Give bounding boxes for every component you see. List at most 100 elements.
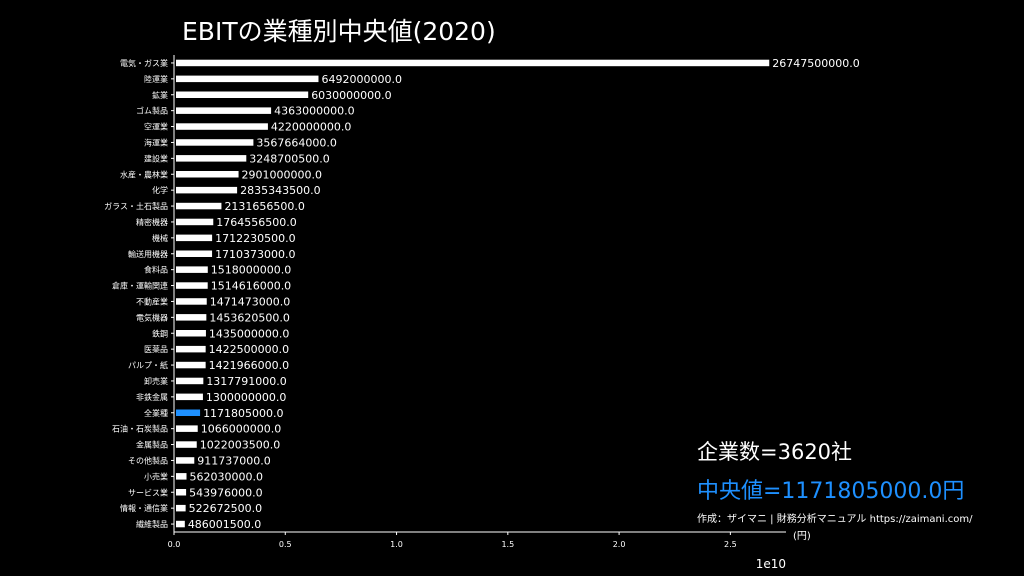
x-tick-label: 1.0 bbox=[390, 540, 403, 549]
value-label: 6030000000.0 bbox=[311, 89, 391, 102]
value-label: 2835343500.0 bbox=[240, 184, 320, 197]
bar bbox=[176, 107, 272, 114]
category-label: 輸送用機器 bbox=[128, 249, 168, 259]
x-tick-label: 0.5 bbox=[279, 540, 292, 549]
value-label: 1317791000.0 bbox=[206, 375, 286, 388]
bar bbox=[176, 377, 204, 385]
bar bbox=[176, 155, 247, 162]
value-label: 911737000.0 bbox=[197, 454, 270, 467]
value-label: 4220000000.0 bbox=[271, 121, 351, 134]
x-tick-label: 1.5 bbox=[501, 540, 514, 549]
company-count: 企業数=3620社 bbox=[697, 440, 853, 464]
bar bbox=[176, 457, 195, 464]
bar bbox=[176, 91, 309, 98]
value-label: 1518000000.0 bbox=[211, 264, 291, 277]
category-label: 繊維製品 bbox=[136, 519, 168, 529]
value-label: 522672500.0 bbox=[189, 502, 262, 515]
category-label: 精密機器 bbox=[136, 217, 168, 227]
category-label: 水産・農林業 bbox=[120, 169, 168, 179]
credit-text: 作成：ザイマニ | 財務分析マニュアル https://zaimani.com/ bbox=[697, 514, 973, 525]
category-label: 建設業 bbox=[144, 153, 168, 163]
category-label: 空運業 bbox=[144, 122, 168, 132]
bar bbox=[176, 409, 201, 416]
value-label: 3567664000.0 bbox=[256, 136, 336, 149]
category-label: 非鉄金属 bbox=[136, 392, 168, 402]
value-label: 1300000000.0 bbox=[206, 391, 286, 404]
bar bbox=[176, 282, 208, 289]
bar bbox=[176, 234, 213, 242]
value-label: 1710373000.0 bbox=[215, 248, 295, 261]
bar bbox=[176, 425, 198, 432]
bar bbox=[176, 441, 197, 448]
x-tick-label: 2.5 bbox=[724, 540, 737, 549]
category-label: パルプ・紙 bbox=[128, 360, 168, 370]
bar bbox=[176, 298, 207, 305]
value-label: 562030000.0 bbox=[190, 470, 263, 483]
value-label: 1421966000.0 bbox=[209, 359, 289, 372]
median-value: 中央値=1171805000.0円 bbox=[697, 479, 965, 504]
category-label: 鉄鋼 bbox=[152, 328, 168, 338]
x-scale-label: 1e10 bbox=[756, 557, 786, 571]
value-label: 1022003500.0 bbox=[200, 439, 280, 452]
bar bbox=[176, 489, 187, 496]
bar bbox=[176, 330, 206, 337]
value-label: 543976000.0 bbox=[189, 486, 262, 499]
bar bbox=[176, 314, 207, 321]
category-label: 陸運業 bbox=[144, 74, 168, 84]
value-label: 2131656500.0 bbox=[224, 200, 304, 213]
category-label: 鉱業 bbox=[152, 90, 168, 100]
bar bbox=[176, 345, 206, 353]
value-label: 1514616000.0 bbox=[211, 280, 291, 293]
x-tick-label: 0.0 bbox=[168, 540, 181, 549]
bar bbox=[176, 520, 185, 528]
category-label: 化学 bbox=[152, 185, 168, 195]
bar bbox=[176, 218, 214, 226]
category-label: 食料品 bbox=[144, 265, 168, 275]
category-label: 海運業 bbox=[144, 137, 168, 147]
category-label: サービス業 bbox=[128, 487, 168, 497]
category-label: 電気・ガス業 bbox=[120, 58, 168, 68]
bar bbox=[176, 250, 213, 257]
value-label: 1171805000.0 bbox=[203, 407, 283, 420]
value-label: 3248700500.0 bbox=[249, 152, 329, 165]
unit-label: (円) bbox=[793, 531, 811, 542]
category-label: 医薬品 bbox=[144, 344, 168, 354]
value-label: 1422500000.0 bbox=[209, 343, 289, 356]
bar bbox=[176, 361, 206, 369]
category-label: 卸売業 bbox=[144, 376, 168, 386]
category-label: 全業種 bbox=[144, 408, 168, 418]
bar bbox=[176, 59, 770, 67]
category-label: 機械 bbox=[152, 233, 168, 243]
bar bbox=[176, 123, 268, 130]
x-tick-label: 2.0 bbox=[613, 540, 626, 549]
value-label: 4363000000.0 bbox=[274, 105, 354, 118]
bar bbox=[176, 202, 222, 210]
bar bbox=[176, 473, 187, 480]
category-label: 電気機器 bbox=[136, 312, 168, 322]
category-label: 金属製品 bbox=[136, 440, 168, 450]
bar bbox=[176, 186, 238, 194]
value-label: 1712230500.0 bbox=[215, 232, 295, 245]
bar bbox=[176, 266, 208, 273]
bar bbox=[176, 139, 254, 146]
bar bbox=[176, 75, 319, 83]
value-label: 1471473000.0 bbox=[210, 295, 290, 308]
chart-title: EBITの業種別中央値(2020) bbox=[182, 17, 496, 46]
value-label: 1764556500.0 bbox=[216, 216, 296, 229]
bar bbox=[176, 171, 239, 178]
bar bbox=[176, 393, 203, 401]
category-label: 不動産業 bbox=[136, 296, 168, 306]
value-label: 6492000000.0 bbox=[321, 73, 401, 86]
value-label: 26747500000.0 bbox=[772, 57, 859, 70]
value-label: 1066000000.0 bbox=[201, 423, 281, 436]
value-label: 1453620500.0 bbox=[209, 311, 289, 324]
value-label: 2901000000.0 bbox=[242, 168, 322, 181]
category-label: 情報・通信業 bbox=[120, 503, 168, 513]
category-label: 小売業 bbox=[144, 471, 168, 481]
category-label: その他製品 bbox=[128, 455, 168, 465]
category-label: 石油・石炭製品 bbox=[112, 424, 168, 434]
category-label: ガラス・土石製品 bbox=[104, 201, 168, 211]
category-label: 倉庫・運輸関連 bbox=[112, 281, 168, 291]
category-label: ゴム製品 bbox=[136, 106, 168, 116]
